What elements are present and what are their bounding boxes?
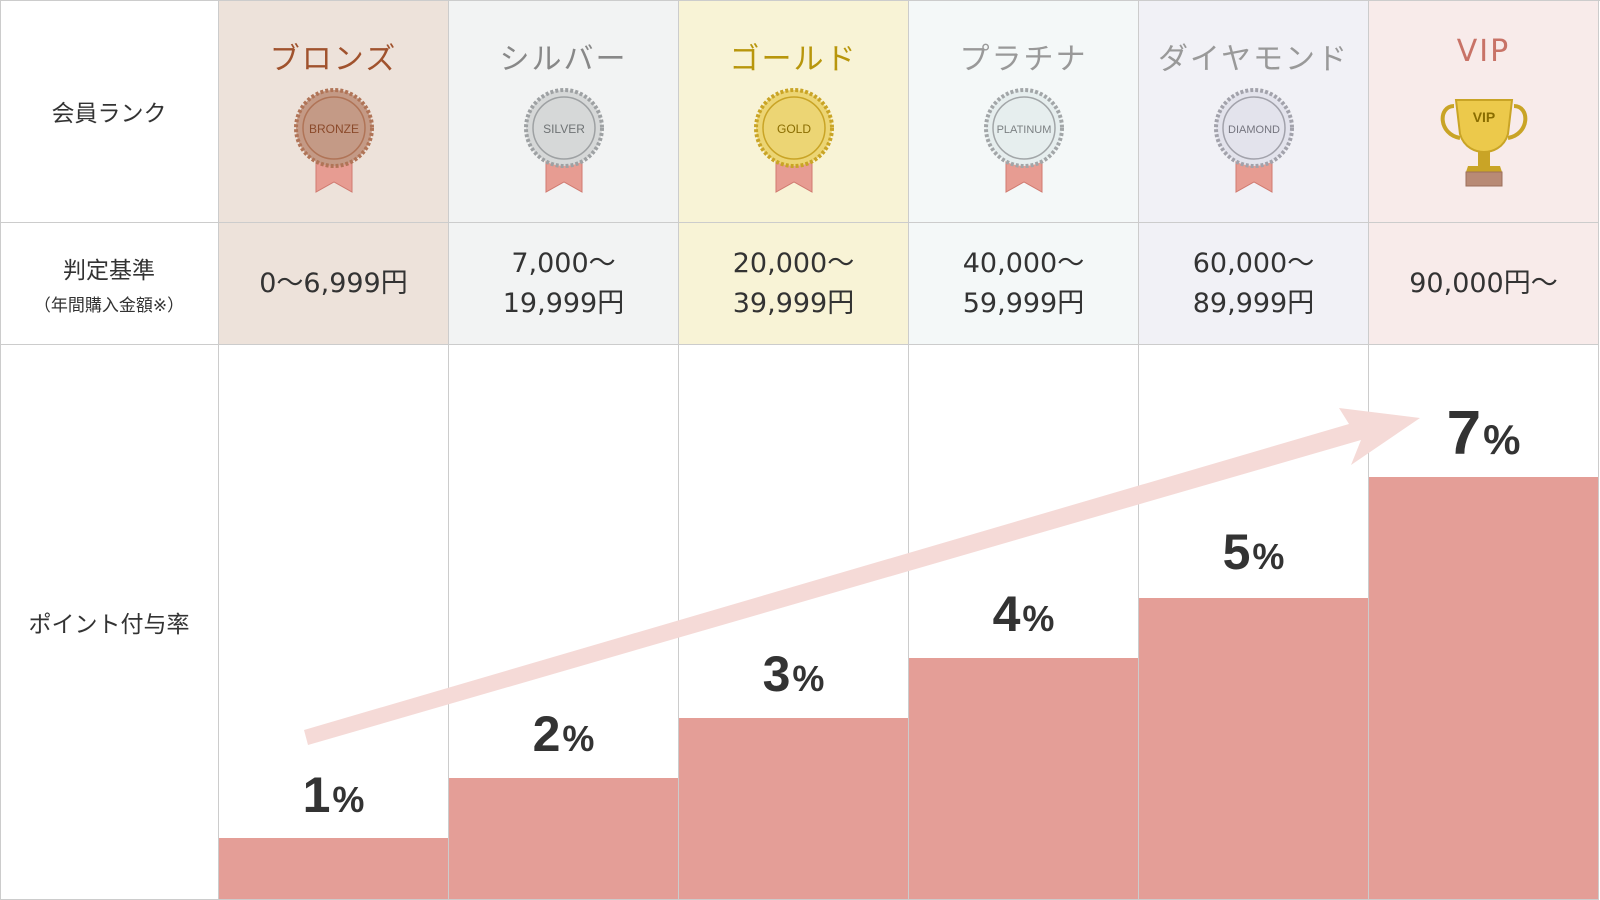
- rank-name-vip: VIP: [1456, 34, 1511, 69]
- rate-cell-vip: 7%: [1369, 345, 1599, 900]
- platinum-medal-icon: PLATINUM: [983, 88, 1064, 193]
- rank-header-platinum: プラチナ PLATINUM: [909, 0, 1139, 223]
- rate-number-vip: 7: [1446, 399, 1482, 468]
- bronze-medal-icon: BRONZE: [293, 88, 374, 193]
- rank-header-diamond: ダイヤモンド DIAMOND: [1139, 0, 1369, 223]
- medal-label-gold: GOLD: [776, 122, 810, 136]
- criteria-row-label-cell: 判定基準 （年間購入金額※）: [0, 223, 219, 345]
- rate-percent-silver: 2%: [449, 705, 678, 763]
- rate-cell-silver: 2%: [449, 345, 679, 900]
- criteria-value-vip: 90,000円〜: [1409, 267, 1558, 299]
- rank-name-bronze: ブロンズ: [269, 42, 398, 77]
- rate-bar-silver: [449, 778, 678, 899]
- rate-percent-sign-gold: %: [792, 658, 825, 699]
- rate-cell-diamond: 5%: [1139, 345, 1369, 900]
- criteria-cell-vip: 90,000円〜: [1369, 223, 1599, 345]
- criteria-cell-platinum: 40,000〜 59,999円: [909, 223, 1139, 345]
- rank-header-silver: シルバー SILVER: [449, 0, 679, 223]
- rank-row-label: 会員ランク: [51, 101, 167, 127]
- silver-medal-icon: SILVER: [523, 88, 604, 193]
- diamond-medal-icon: DIAMOND: [1213, 88, 1294, 193]
- rate-number-gold: 3: [762, 646, 791, 702]
- rank-name-diamond: ダイヤモンド: [1157, 42, 1350, 77]
- gold-medal-icon: GOLD: [753, 88, 834, 193]
- criteria-value-platinum: 40,000〜 59,999円: [962, 247, 1085, 319]
- rate-row-label: ポイント付与率: [28, 612, 190, 638]
- criteria-cell-gold: 20,000〜 39,999円: [679, 223, 909, 345]
- rate-bar-diamond: [1139, 598, 1368, 899]
- criteria-value-bronze: 0〜6,999円: [259, 267, 408, 299]
- criteria-row-label: 判定基準: [63, 258, 155, 284]
- rate-number-bronze: 1: [302, 767, 331, 823]
- rate-percent-gold: 3%: [679, 645, 908, 703]
- medal-label-bronze: BRONZE: [308, 122, 358, 136]
- rate-percent-bronze: 1%: [219, 766, 448, 824]
- medal-label-platinum: PLATINUM: [996, 124, 1051, 136]
- rank-header-gold: ゴールド GOLD: [679, 0, 909, 223]
- vip-trophy-icon: VIP: [1440, 99, 1527, 187]
- rate-number-diamond: 5: [1222, 524, 1251, 580]
- rate-percent-sign-silver: %: [562, 718, 595, 759]
- medal-label-diamond: DIAMOND: [1228, 124, 1280, 136]
- rank-name-gold: ゴールド: [729, 42, 858, 77]
- criteria-cell-silver: 7,000〜 19,999円: [449, 223, 679, 345]
- criteria-row-sublabel: （年間購入金額※）: [33, 296, 185, 316]
- criteria-value-silver: 7,000〜 19,999円: [502, 247, 625, 319]
- rate-cell-gold: 3%: [679, 345, 909, 900]
- medal-label-silver: SILVER: [543, 122, 585, 136]
- rate-percent-platinum: 4%: [909, 585, 1138, 643]
- rate-number-silver: 2: [532, 706, 561, 762]
- rate-number-platinum: 4: [992, 586, 1021, 642]
- rate-percent-diamond: 5%: [1139, 523, 1368, 581]
- rate-cell-platinum: 4%: [909, 345, 1139, 900]
- criteria-value-gold: 20,000〜 39,999円: [732, 247, 855, 319]
- rate-percent-sign-platinum: %: [1022, 598, 1055, 639]
- criteria-cell-bronze: 0〜6,999円: [219, 223, 449, 345]
- rate-percent-sign-diamond: %: [1252, 536, 1285, 577]
- rank-name-platinum: プラチナ: [959, 42, 1088, 77]
- rate-percent-vip: 7%: [1369, 398, 1598, 469]
- rate-bar-vip: [1369, 477, 1598, 899]
- rate-cell-bronze: 1%: [219, 345, 449, 900]
- rank-header-vip: VIP VIP: [1369, 0, 1599, 223]
- vip-trophy-label: VIP: [1472, 109, 1495, 125]
- rank-header-bronze: ブロンズ BRONZE: [219, 0, 449, 223]
- rank-name-silver: シルバー: [499, 42, 628, 77]
- rate-bar-platinum: [909, 658, 1138, 899]
- criteria-value-diamond: 60,000〜 89,999円: [1192, 247, 1315, 319]
- rate-bar-gold: [679, 718, 908, 899]
- rate-bar-bronze: [219, 838, 448, 899]
- rate-percent-sign-vip: %: [1483, 416, 1521, 463]
- rate-row-label-cell: ポイント付与率: [0, 345, 219, 900]
- criteria-cell-diamond: 60,000〜 89,999円: [1139, 223, 1369, 345]
- rank-row-label-cell: 会員ランク: [0, 0, 219, 223]
- rate-percent-sign-bronze: %: [332, 779, 365, 820]
